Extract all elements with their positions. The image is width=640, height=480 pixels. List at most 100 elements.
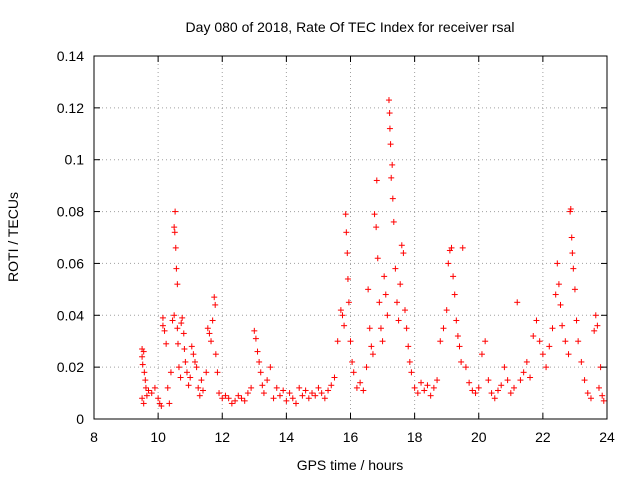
data-point <box>514 299 521 306</box>
data-point <box>373 177 380 184</box>
data-point <box>185 382 192 389</box>
data-point <box>292 400 299 407</box>
data-point <box>397 281 404 288</box>
data-point <box>140 348 147 355</box>
data-point <box>190 351 197 358</box>
data-point <box>175 340 182 347</box>
data-point <box>334 338 341 345</box>
x-tick-label: 16 <box>343 429 359 445</box>
data-point <box>222 392 229 399</box>
data-point <box>158 403 165 410</box>
y-tick-label: 0 <box>76 411 84 427</box>
y-tick-label: 0.04 <box>57 307 84 323</box>
data-point <box>392 265 399 272</box>
data-point <box>405 343 412 350</box>
data-point <box>445 260 452 267</box>
data-point <box>552 291 559 298</box>
data-point <box>570 265 577 272</box>
data-point <box>256 358 263 365</box>
data-point <box>377 325 384 332</box>
data-point <box>523 358 530 365</box>
data-point <box>554 260 561 267</box>
data-point <box>511 384 518 391</box>
x-tick-label: 12 <box>214 429 230 445</box>
data-point <box>600 397 607 404</box>
data-point <box>403 325 410 332</box>
data-point <box>406 358 413 365</box>
data-point <box>148 390 155 397</box>
data-point <box>485 377 492 384</box>
data-point <box>283 397 290 404</box>
data-point <box>549 325 556 332</box>
data-point <box>259 382 266 389</box>
data-point <box>400 250 407 257</box>
y-tick-label: 0.12 <box>57 100 84 116</box>
data-point <box>581 377 588 384</box>
data-point <box>219 395 226 402</box>
data-point <box>299 392 306 399</box>
y-tick-label: 0.08 <box>57 204 84 220</box>
data-point <box>345 299 352 306</box>
y-tick-label: 0.06 <box>57 255 84 271</box>
data-point <box>567 205 574 212</box>
data-point <box>241 397 248 404</box>
data-point <box>204 325 211 332</box>
data-point <box>328 382 335 389</box>
y-tick-label: 0.02 <box>57 359 84 375</box>
data-point <box>379 338 386 345</box>
data-point <box>141 369 148 376</box>
data-point <box>145 387 152 394</box>
y-tick-label: 0.1 <box>65 152 85 168</box>
data-point <box>386 110 393 117</box>
data-point <box>595 384 602 391</box>
data-point <box>159 314 166 321</box>
data-point <box>273 384 280 391</box>
data-point <box>498 382 505 389</box>
data-point <box>206 330 213 337</box>
data-point <box>591 327 598 334</box>
data-point <box>267 364 274 371</box>
data-point <box>161 327 168 334</box>
data-point <box>459 244 466 251</box>
data-point <box>437 338 444 345</box>
data-point <box>536 338 543 345</box>
data-point <box>395 317 402 324</box>
data-point <box>454 333 461 340</box>
grid <box>94 56 607 419</box>
data-point <box>325 387 332 394</box>
data-point <box>198 377 205 384</box>
data-point <box>203 369 210 376</box>
data-point <box>539 351 546 358</box>
data-point <box>427 392 434 399</box>
data-point <box>448 244 455 251</box>
data-point <box>159 322 166 329</box>
data-point <box>187 374 194 381</box>
data-point <box>384 312 391 319</box>
data-point <box>450 273 457 280</box>
data-point <box>251 327 258 334</box>
data-point <box>366 325 373 332</box>
data-point <box>139 395 146 402</box>
data-point <box>482 338 489 345</box>
data-point <box>353 384 360 391</box>
data-point <box>494 387 501 394</box>
data-point <box>321 395 328 402</box>
y-axis-label: ROTI / TECUs <box>5 192 21 282</box>
data-point <box>386 125 393 132</box>
data-point <box>357 379 364 386</box>
data-point <box>212 301 219 308</box>
data-point <box>180 330 187 337</box>
data-point <box>402 307 409 314</box>
data-point <box>172 208 179 215</box>
data-point <box>565 351 572 358</box>
data-point <box>578 358 585 365</box>
data-point <box>175 364 182 371</box>
data-point <box>557 301 564 308</box>
data-point <box>472 390 479 397</box>
data-point <box>139 361 146 368</box>
data-point <box>587 395 594 402</box>
data-point <box>195 384 202 391</box>
data-point <box>456 343 463 350</box>
data-point <box>573 317 580 324</box>
data-point <box>350 369 357 376</box>
